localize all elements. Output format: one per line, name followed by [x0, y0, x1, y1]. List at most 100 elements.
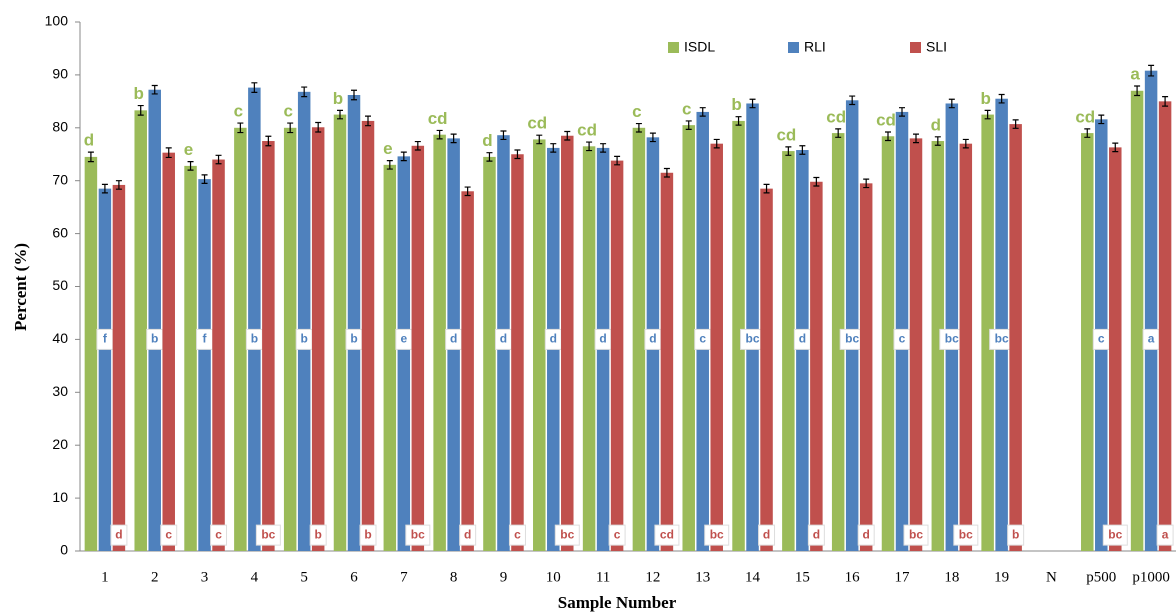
x-tick-label: p500: [1086, 569, 1116, 585]
x-axis-label: Sample Number: [558, 593, 677, 612]
letter-label: e: [400, 332, 407, 346]
error-bar: [1134, 85, 1141, 97]
letter-label: c: [614, 527, 621, 541]
error-bar: [1112, 142, 1119, 153]
y-tick-label: 60: [52, 224, 68, 240]
letter-label: b: [364, 527, 371, 541]
error-bar: [365, 115, 371, 127]
bar: [148, 89, 161, 551]
letter-label: b: [980, 89, 990, 108]
error-bar: [1084, 128, 1091, 138]
letter-box: [608, 524, 626, 546]
bar: [881, 136, 895, 551]
error-bar: [600, 143, 607, 153]
bar: [760, 188, 773, 551]
letter-label: d: [115, 527, 122, 541]
error-bar: [215, 154, 222, 165]
error-bar: [550, 143, 557, 153]
letter-label: cd: [1075, 107, 1095, 126]
letter-label: b: [350, 332, 357, 346]
letter-label: d: [649, 332, 656, 346]
error-bar: [265, 135, 272, 147]
error-bar: [785, 146, 792, 156]
error-bar: [699, 107, 706, 117]
bar: [909, 138, 923, 551]
x-tick-label: 16: [845, 569, 861, 585]
bar: [361, 120, 375, 551]
y-tick-label: 0: [60, 542, 68, 558]
x-tick-label: 10: [546, 569, 561, 585]
letter-label: e: [184, 140, 193, 159]
bar: [483, 156, 496, 551]
bar: [333, 114, 347, 551]
letter-label: c: [1098, 332, 1105, 346]
error-bar: [386, 159, 393, 170]
letter-label: b: [731, 95, 741, 114]
error-bar: [863, 178, 870, 189]
letter-label: a: [1162, 527, 1169, 541]
letter-label: f: [103, 332, 108, 346]
error-bar: [101, 183, 108, 194]
bar: [262, 141, 275, 551]
bar: [533, 139, 546, 552]
letter-label: d: [84, 131, 94, 150]
error-bar: [735, 116, 742, 126]
legend-label: ISDL: [684, 39, 715, 55]
letter-label: c: [165, 527, 172, 541]
letter-label: cd: [527, 114, 547, 133]
bar: [112, 184, 126, 551]
bar: [1130, 90, 1144, 552]
error-bar: [934, 136, 941, 146]
error-bar: [187, 161, 194, 171]
bar: [682, 125, 695, 551]
letter-box: [953, 524, 979, 546]
y-tick-label: 70: [52, 171, 68, 187]
x-tick-label: 11: [596, 569, 610, 585]
error-bar: [885, 131, 891, 142]
x-tick-label: N: [1046, 569, 1057, 585]
letter-label: b: [301, 332, 308, 346]
error-bar: [1012, 119, 1019, 129]
letter-label: c: [215, 527, 222, 541]
bar: [248, 87, 261, 551]
x-tick-label: 14: [745, 569, 761, 585]
letter-label: d: [813, 527, 820, 541]
letter-box: [255, 524, 281, 546]
y-tick-label: 20: [52, 436, 68, 452]
error-bar: [436, 129, 443, 140]
error-bar: [813, 176, 820, 187]
error-bar: [564, 130, 571, 141]
letter-label: d: [599, 332, 606, 346]
x-tick-label: 13: [695, 569, 710, 585]
bar: [981, 114, 994, 551]
error-bar: [115, 180, 122, 190]
bar: [931, 141, 945, 551]
error-bar: [137, 104, 144, 116]
bar: [397, 156, 411, 551]
error-bar: [998, 93, 1005, 104]
letter-label: bc: [909, 527, 923, 541]
letter-label: bc: [746, 332, 760, 346]
error-bar: [635, 122, 642, 133]
letter-label: b: [315, 527, 322, 541]
error-bar: [948, 98, 955, 109]
bar: [297, 91, 311, 551]
error-bar: [450, 133, 457, 144]
bar: [632, 127, 646, 552]
letter-label: c: [682, 99, 691, 118]
letter-box: [1007, 524, 1025, 546]
error-bar: [514, 149, 521, 160]
letter-box: [857, 524, 875, 546]
bar: [212, 159, 225, 552]
bar: [283, 127, 297, 552]
letter-label: cd: [826, 107, 846, 126]
error-bar: [301, 86, 308, 98]
legend-label: SLI: [926, 39, 947, 55]
letter-label: b: [333, 89, 343, 108]
x-tick-label: 4: [251, 569, 259, 585]
letter-box: [210, 524, 228, 546]
letter-label: e: [383, 139, 392, 158]
error-bar: [1148, 64, 1155, 77]
x-tick-label: 15: [795, 569, 810, 585]
